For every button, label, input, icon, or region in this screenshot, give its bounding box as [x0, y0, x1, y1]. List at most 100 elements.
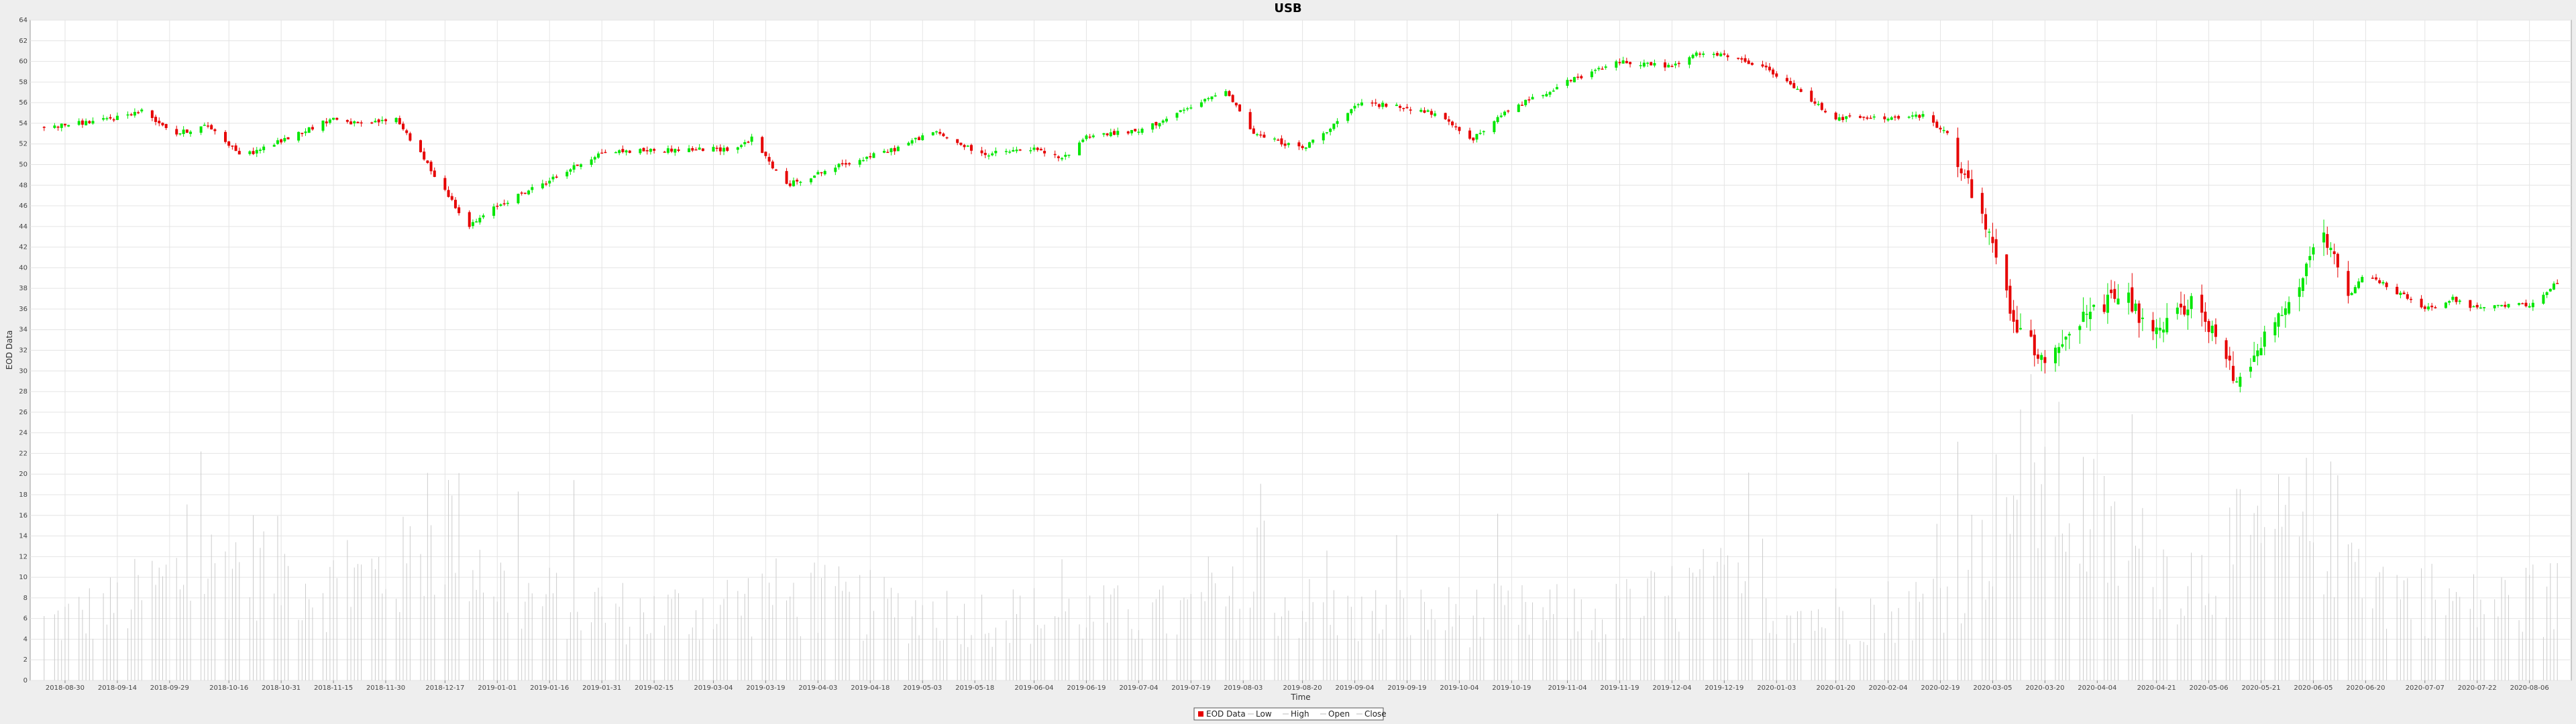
candle-body: [426, 160, 429, 164]
candle-body: [1810, 90, 1813, 102]
candle-body: [374, 121, 377, 123]
candle-body: [2409, 298, 2412, 300]
candle-body: [1475, 133, 1479, 140]
candle-body: [963, 145, 966, 147]
candle-body: [2207, 320, 2210, 333]
x-tick-label: 2019-08-03: [1224, 684, 1263, 692]
candle-body: [639, 149, 642, 154]
candle-body: [2015, 319, 2019, 333]
candle-body: [649, 149, 652, 152]
candle-body: [1621, 60, 1625, 64]
candle-body: [628, 150, 631, 154]
candle-body: [2381, 282, 2385, 284]
candle-body: [841, 163, 844, 165]
candle-body: [1813, 101, 1817, 104]
candle-body: [360, 122, 363, 124]
candle-body: [1503, 111, 1506, 115]
candle-body: [2008, 286, 2012, 314]
candle-body: [569, 169, 572, 172]
x-tick-label: 2020-04-04: [2078, 684, 2116, 692]
candle-body: [1580, 76, 1583, 78]
candle-body: [1907, 117, 1911, 118]
candle-body: [761, 137, 764, 154]
candle-body: [1625, 60, 1628, 64]
candle-body: [2106, 294, 2109, 313]
candle-body: [2553, 283, 2556, 290]
candle-body: [2200, 294, 2204, 313]
candle-body: [2375, 277, 2378, 280]
candle-body: [1890, 117, 1893, 120]
candle-body: [872, 153, 875, 158]
candle-body: [1496, 117, 1499, 123]
candle-body: [2350, 293, 2353, 296]
candle-body: [443, 178, 447, 190]
candle-body: [834, 168, 837, 172]
candle-body: [1566, 80, 1569, 86]
candle-body: [1984, 214, 1988, 230]
candle-body: [1775, 73, 1778, 77]
candle-body: [161, 123, 164, 125]
candle-body: [280, 139, 283, 143]
y-tick-label: 4: [23, 636, 28, 643]
candle-body: [1942, 129, 1945, 131]
candle-body: [262, 146, 266, 151]
candle-body: [1545, 94, 1548, 97]
x-tick-label: 2020-03-20: [2025, 684, 2064, 692]
candle-body: [1224, 90, 1228, 97]
candle-body: [2357, 281, 2361, 288]
candle-body: [1064, 154, 1067, 157]
candle-body: [185, 129, 189, 133]
candle-body: [67, 125, 70, 127]
candle-body: [865, 156, 869, 159]
candle-body: [541, 183, 544, 188]
candle-body: [60, 123, 63, 128]
candle-body: [572, 165, 576, 170]
legend-label: EOD Data: [1206, 709, 1246, 719]
candle-body: [2406, 294, 2409, 299]
candle-body: [2064, 337, 2068, 340]
candle-body: [747, 141, 750, 143]
candle-body: [2371, 278, 2374, 279]
candle-body: [272, 145, 276, 147]
x-tick-label: 2020-07-22: [2458, 684, 2497, 692]
candle-body: [154, 117, 158, 122]
y-tick-label: 0: [23, 677, 28, 684]
candle-body: [150, 110, 154, 118]
x-tick-label: 2019-03-19: [746, 684, 785, 692]
candle-body: [645, 150, 649, 152]
candle-body: [1824, 111, 1827, 113]
candle-body: [80, 120, 84, 125]
candle-body: [1740, 58, 1743, 60]
candle-body: [1012, 149, 1015, 152]
candle-body: [1597, 68, 1601, 70]
candle-body: [2472, 306, 2475, 308]
candle-body: [1353, 105, 1356, 109]
candle-body: [1263, 134, 1266, 138]
y-tick-label: 46: [19, 202, 28, 210]
x-tick-label: 2018-09-29: [150, 684, 189, 692]
y-tick-label: 58: [19, 78, 28, 86]
candle-body: [2224, 340, 2228, 359]
candle-body: [1726, 55, 1729, 58]
candle-body: [1102, 133, 1106, 135]
candle-body: [1210, 96, 1214, 100]
candle-body: [1994, 239, 1998, 258]
candle-body: [1447, 119, 1450, 122]
candle-body: [1301, 145, 1304, 148]
candle-body: [1911, 115, 1914, 117]
candle-body: [1743, 58, 1747, 62]
candle-body: [1377, 104, 1381, 107]
candle-body: [1088, 136, 1091, 138]
x-tick-label: 2019-10-19: [1492, 684, 1531, 692]
candle-body: [1283, 143, 1287, 146]
candle-body: [858, 160, 861, 165]
candle-body: [1067, 154, 1071, 156]
candle-body: [129, 114, 133, 116]
candle-body: [2134, 303, 2137, 311]
x-axis-ticks: 2018-08-30 2018-09-14 2018-09-29 2018-10-16…: [46, 680, 2549, 692]
candle-body: [1642, 62, 1646, 67]
candle-body: [1032, 147, 1036, 150]
candle-body: [2280, 314, 2284, 316]
y-tick-label: 2: [23, 656, 28, 664]
y-tick-label: 36: [19, 306, 28, 313]
